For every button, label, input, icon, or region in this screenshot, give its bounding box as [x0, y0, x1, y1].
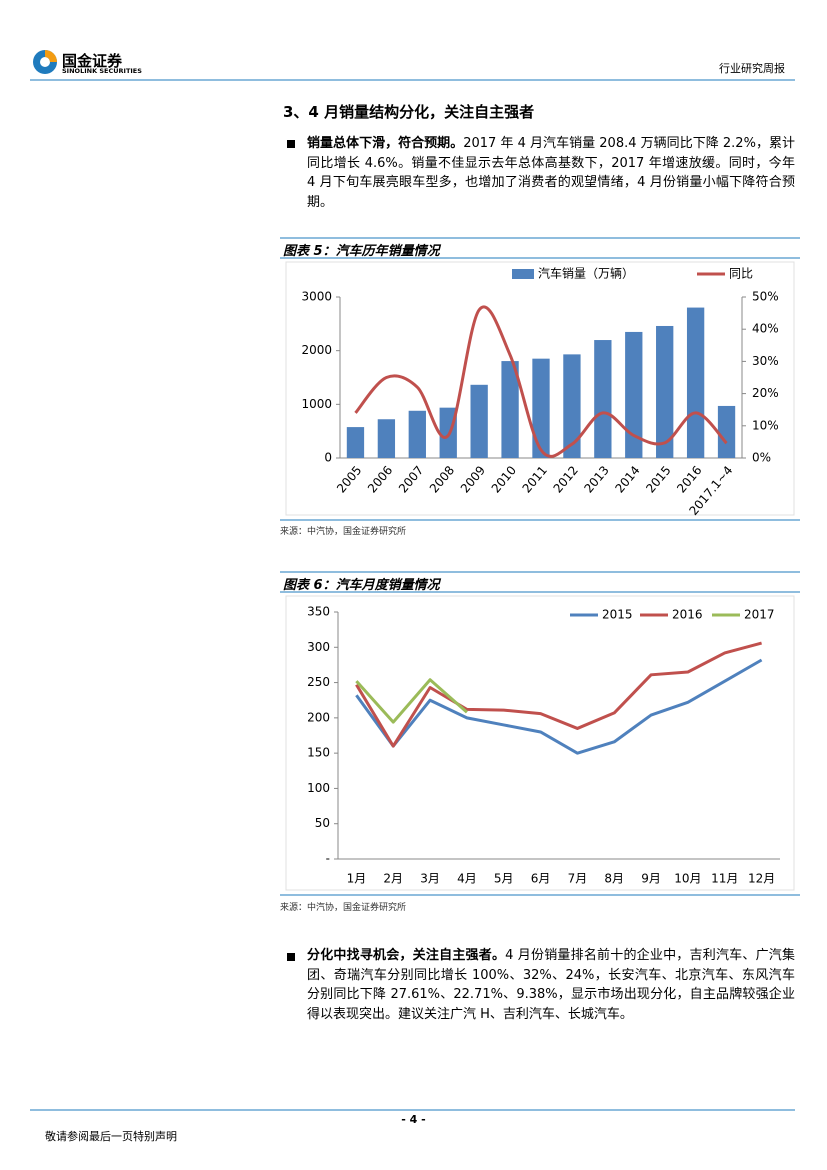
x-tick-label: 1月 [347, 872, 367, 886]
report-type: 行业研究周报 [719, 62, 785, 75]
x-tick-label: 10月 [674, 872, 701, 886]
y-tick-label: 50 [315, 816, 330, 830]
x-tick-label: 2012 [551, 463, 581, 495]
logo-icon-inner [40, 57, 50, 67]
bullet [287, 140, 295, 148]
x-tick-label: 4月 [457, 872, 477, 886]
x-tick-label: 5月 [494, 872, 514, 886]
figure-source: 来源：中汽协，国金证券研究所 [280, 527, 407, 537]
logo-en: SINOLINK SECURITIES [62, 67, 142, 75]
paragraph: 销量总体下滑，符合预期。2017 年 4 月汽车销量 208.4 万辆同比下降 … [307, 134, 795, 212]
legend-label: 2015 [602, 608, 633, 622]
paragraph-lead: 销量总体下滑，符合预期。 [307, 136, 464, 151]
bar [563, 354, 581, 458]
x-tick-label: 2016 [674, 463, 704, 495]
legend-label: 2017 [744, 608, 775, 622]
logo-icon-accent [45, 50, 57, 62]
x-tick-label: 2005 [334, 463, 364, 495]
chart-frame [285, 595, 795, 891]
legend-label: 同比 [729, 267, 753, 281]
x-tick-label: 2006 [365, 463, 395, 495]
bar [686, 307, 705, 458]
y-tick-label: 1000 [301, 397, 332, 411]
paragraph-lead: 分化中找寻机会，关注自主强者。 [307, 948, 506, 963]
x-tick-label: 2013 [581, 463, 611, 495]
x-tick-label: 2007 [396, 463, 426, 495]
bar [532, 358, 550, 458]
figure-title: 图表 5：汽车历年销量情况 [283, 244, 440, 259]
x-tick-label: 8月 [604, 872, 624, 886]
y-tick-label: - [326, 852, 330, 866]
paragraph-text: 4 月份销量排名前十的企业中，吉利汽车、广汽集团、奇瑞汽车分别同比增长 100%… [307, 948, 795, 1022]
x-tick-label: 2009 [458, 463, 488, 495]
chart-frame [285, 261, 795, 516]
y-tick-label: 2000 [301, 343, 332, 357]
x-tick-label: 7月 [568, 872, 588, 886]
y2-tick-label: 50% [752, 290, 779, 304]
bar [377, 419, 396, 458]
line-series [355, 641, 762, 748]
x-tick-label: 2月 [383, 872, 403, 886]
y-tick-label: 350 [307, 605, 330, 619]
bar [501, 361, 519, 458]
line-series [354, 305, 728, 458]
bar [594, 340, 612, 458]
y-tick-label: 0 [324, 451, 332, 465]
x-tick-label: 6月 [531, 872, 551, 886]
y2-tick-label: 0% [752, 451, 771, 465]
bar [408, 410, 426, 458]
legend-label: 汽车销量（万辆） [538, 266, 634, 281]
y-tick-label: 250 [307, 675, 330, 689]
x-tick-label: 2014 [612, 463, 642, 495]
bullet [287, 953, 295, 961]
x-tick-label: 2008 [427, 463, 457, 495]
y2-tick-label: 40% [752, 322, 779, 336]
legend-label: 2016 [672, 608, 703, 622]
x-tick-label: 2015 [643, 463, 673, 495]
legend-swatch [512, 269, 534, 279]
disclaimer: 敬请参阅最后一页特别声明 [45, 1130, 177, 1143]
x-tick-label: 9月 [641, 872, 661, 886]
y2-tick-label: 10% [752, 418, 779, 432]
line-series [355, 678, 468, 724]
paragraph: 分化中找寻机会，关注自主强者。4 月份销量排名前十的企业中，吉利汽车、广汽集团、… [307, 946, 795, 1024]
bar [346, 427, 365, 458]
y-tick-label: 3000 [301, 290, 332, 304]
paragraph-text: 2017 年 4 月汽车销量 208.4 万辆同比下降 2.2%，累计同比增长 … [307, 136, 795, 210]
x-tick-label: 12月 [748, 872, 775, 886]
y-tick-label: 300 [307, 640, 330, 654]
y-tick-label: 200 [307, 710, 330, 724]
y-tick-label: 100 [307, 781, 330, 795]
y-tick-label: 150 [307, 746, 330, 760]
bar [625, 331, 643, 458]
page-number: - 4 - [401, 1113, 426, 1126]
x-tick-label: 2010 [489, 463, 519, 495]
x-tick-label: 2011 [520, 463, 550, 495]
x-tick-label: 11月 [711, 872, 738, 886]
bar [470, 384, 488, 458]
x-tick-label: 3月 [420, 872, 440, 886]
line-series [355, 658, 763, 755]
bar [656, 325, 674, 458]
bar [717, 405, 736, 458]
logo-cn: 国金证券 [62, 52, 123, 70]
y2-tick-label: 20% [752, 386, 779, 400]
section-title: 3、4 月销量结构分化，关注自主强者 [283, 103, 535, 121]
figure-source: 来源：中汽协，国金证券研究所 [280, 903, 407, 913]
y2-tick-label: 30% [752, 354, 779, 368]
figure-title: 图表 6：汽车月度销量情况 [283, 578, 440, 593]
